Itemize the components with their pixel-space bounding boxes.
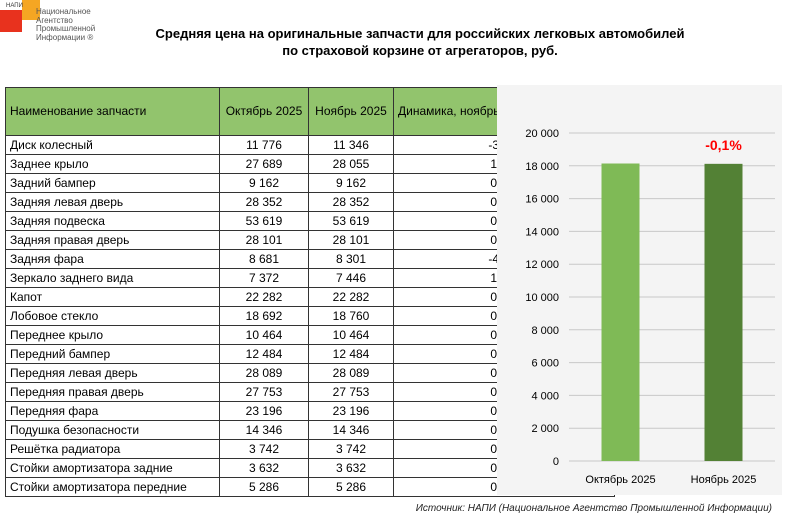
oct-price: 5 286 [219,477,309,497]
nov-price: 28 055 [308,154,394,174]
part-name: Задняя правая дверь [5,230,220,250]
nov-price: 18 760 [308,306,394,326]
oct-price: 18 692 [219,306,309,326]
nov-price: 9 162 [308,173,394,193]
napi-logo: НАПИ Национальное Агентство Промышленной Ин… [0,0,100,50]
oct-price: 11 776 [219,135,309,155]
part-name: Передняя правая дверь [5,382,220,402]
nov-price: 8 301 [308,249,394,269]
column-header: Наименование запчасти [5,87,220,136]
x-tick-label: Октябрь 2025 [585,474,655,486]
y-tick-label: 14 000 [525,226,559,238]
part-name: Передняя фара [5,401,220,421]
part-name: Задняя фара [5,249,220,269]
oct-price: 22 282 [219,287,309,307]
nov-price: 10 464 [308,325,394,345]
nov-price: 12 484 [308,344,394,364]
nov-price: 7 446 [308,268,394,288]
nov-price: 3 742 [308,439,394,459]
nov-price: 28 352 [308,192,394,212]
oct-price: 27 753 [219,382,309,402]
part-name: Задний бампер [5,173,220,193]
oct-price: 23 196 [219,401,309,421]
oct-price: 7 372 [219,268,309,288]
y-tick-label: 8 000 [531,325,559,337]
y-tick-label: 16 000 [525,194,559,206]
nov-price: 3 632 [308,458,394,478]
logo-abbr: НАПИ [6,3,23,9]
part-name: Переднее крыло [5,325,220,345]
y-tick-label: 4 000 [531,390,559,402]
y-tick-label: 20 000 [525,128,559,140]
nov-price: 27 753 [308,382,394,402]
column-header: Октябрь 2025 [219,87,309,136]
nov-price: 23 196 [308,401,394,421]
oct-price: 28 352 [219,192,309,212]
title-line: по страховой корзине от агрегаторов, руб… [282,43,558,58]
page-title: Средняя цена на оригинальные запчасти дл… [100,25,740,59]
logo-line: Промышленной [36,24,96,33]
part-name: Решётка радиатора [5,439,220,459]
oct-price: 14 346 [219,420,309,440]
logo-line: Национальное [36,7,91,16]
oct-price: 3 632 [219,458,309,478]
oct-price: 9 162 [219,173,309,193]
oct-price: 27 689 [219,154,309,174]
nov-price: 28 089 [308,363,394,383]
logo-line: Информации ® [36,32,94,42]
bar [601,163,640,461]
part-name: Подушка безопасности [5,420,220,440]
bar [704,163,743,461]
part-name: Стойки амортизатора передние [5,477,220,497]
oct-price: 10 464 [219,325,309,345]
title-line: Средняя цена на оригинальные запчасти дл… [155,26,685,41]
y-tick-label: 18 000 [525,161,559,173]
nov-price: 5 286 [308,477,394,497]
part-name: Лобовое стекло [5,306,220,326]
oct-price: 53 619 [219,211,309,231]
oct-price: 28 101 [219,230,309,250]
part-name: Задняя левая дверь [5,192,220,212]
part-name: Заднее крыло [5,154,220,174]
nov-price: 11 346 [308,135,394,155]
part-name: Капот [5,287,220,307]
oct-price: 28 089 [219,363,309,383]
part-name: Диск колесный [5,135,220,155]
y-tick-label: 6 000 [531,358,559,370]
bar-chart: 0 2 000 4 000 6 000 8 000 10 000 12 000 14 000 1… [525,128,775,486]
y-tick-label: 12 000 [525,259,559,271]
oct-price: 12 484 [219,344,309,364]
part-name: Задняя подвеска [5,211,220,231]
y-tick-label: 2 000 [531,423,559,435]
x-tick-label: Ноябрь 2025 [691,474,757,486]
nov-price: 28 101 [308,230,394,250]
oct-price: 3 742 [219,439,309,459]
y-tick-label: 0 [553,456,559,468]
nov-price: 53 619 [308,211,394,231]
oct-price: 8 681 [219,249,309,269]
column-header: Ноябрь 2025 [308,87,394,136]
part-name: Передняя левая дверь [5,363,220,383]
change-annotation: -0,1% [705,137,742,153]
nov-price: 22 282 [308,287,394,307]
logo-line: Агентство [36,15,73,25]
nov-price: 14 346 [308,420,394,440]
part-name: Передний бампер [5,344,220,364]
part-name: Стойки амортизатора задние [5,458,220,478]
y-tick-label: 10 000 [525,292,559,304]
source-note: Источник: НАПИ (Национальное Агентство П… [415,503,772,514]
part-name: Зеркало заднего вида [5,268,220,288]
